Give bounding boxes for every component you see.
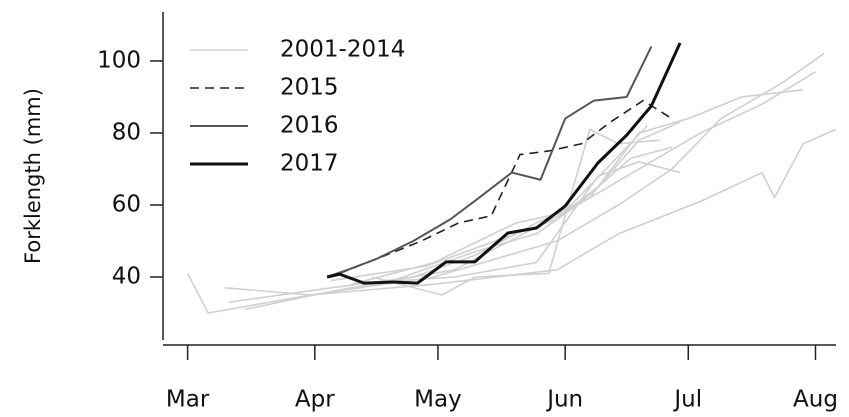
legend-label: 2016	[280, 113, 339, 139]
series-line	[392, 146, 673, 282]
y-axis-label: Forklength (mm)	[21, 88, 45, 264]
legend-label: 2017	[280, 151, 339, 177]
y-tick-label: 80	[112, 119, 141, 145]
y-tick-label: 60	[112, 191, 141, 217]
y-tick-label: 100	[97, 47, 141, 73]
series-line	[372, 128, 660, 296]
x-tick-label: Jun	[545, 387, 583, 413]
x-tick-label: Jul	[672, 387, 702, 413]
series-line	[244, 71, 816, 311]
legend-label: 2001-2014	[280, 37, 405, 63]
x-tick-label: May	[414, 387, 462, 413]
x-tick-label: Apr	[295, 387, 335, 413]
series-line	[326, 42, 682, 285]
x-tick-label: Aug	[793, 387, 838, 413]
series-line	[186, 128, 837, 314]
y-tick-label: 40	[112, 263, 141, 289]
x-tick-label: Mar	[166, 387, 210, 413]
series-line	[339, 99, 673, 275]
series-line	[351, 160, 681, 285]
series-line	[326, 46, 653, 278]
series-line	[351, 121, 681, 285]
legend-label: 2015	[280, 75, 339, 101]
